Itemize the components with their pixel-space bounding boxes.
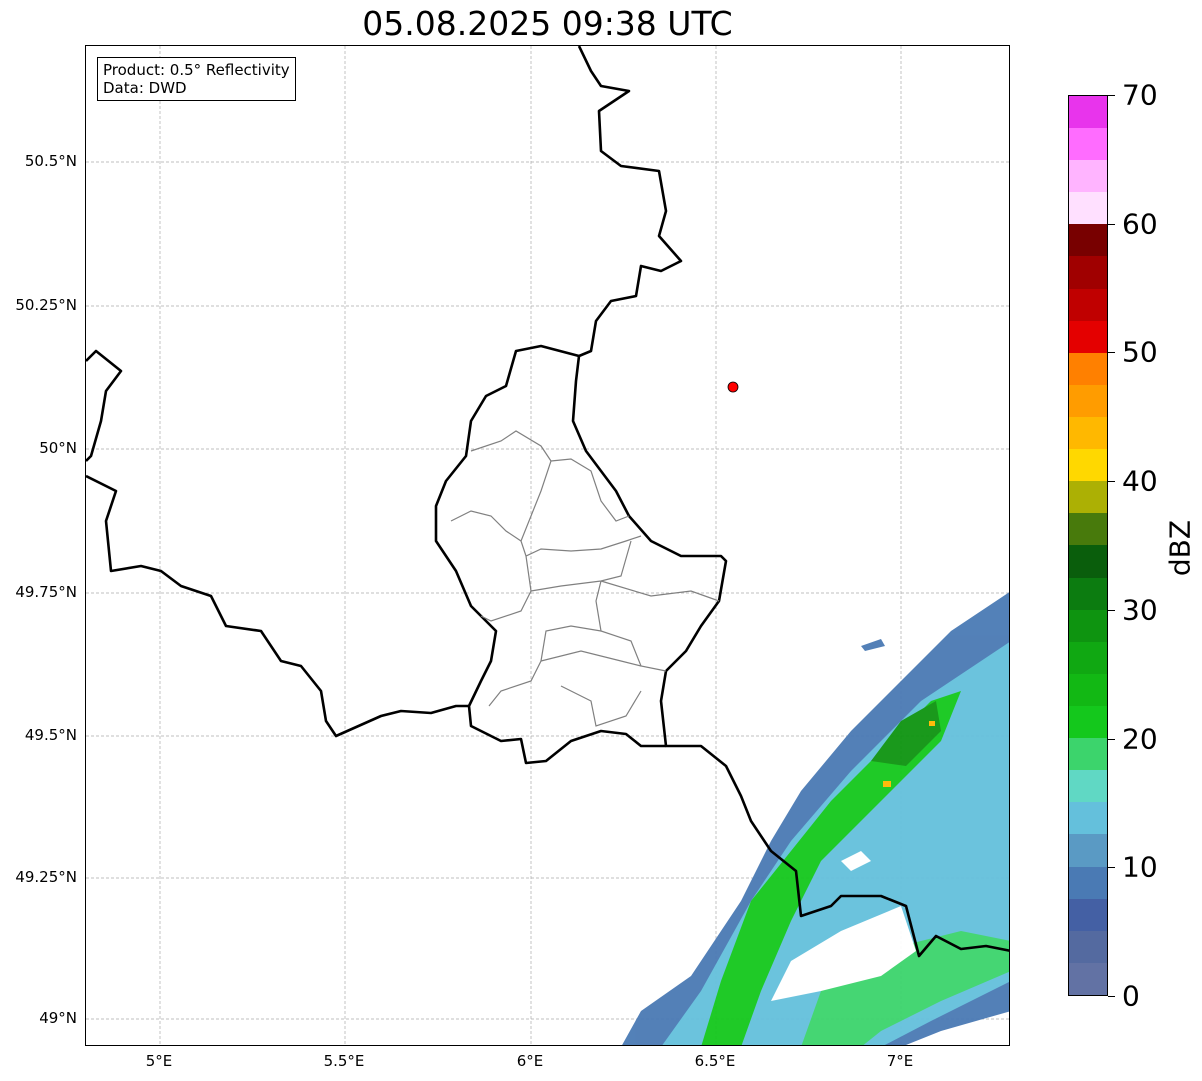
- colorbar-label: dBZ: [1163, 519, 1197, 577]
- colorbar-tick: [1108, 223, 1115, 225]
- lat-label: 49.75°N: [15, 583, 77, 601]
- colorbar-tick-label: 20: [1122, 722, 1158, 756]
- echo-green: [701, 691, 961, 1045]
- country-borders: [86, 46, 1009, 958]
- colorbar-segment: [1069, 962, 1107, 995]
- colorbar-segment: [1069, 224, 1107, 257]
- colorbar-segment: [1069, 866, 1107, 899]
- colorbar-tick: [1108, 352, 1115, 354]
- lat-label: 49.5°N: [24, 726, 77, 744]
- colorbar: [1068, 95, 1108, 996]
- lon-label: 6°E: [516, 1052, 544, 1070]
- echo-green-2: [801, 931, 1009, 1045]
- data-source-label: Data: DWD: [103, 79, 187, 97]
- colorbar-segment: [1069, 256, 1107, 289]
- colorbar-segment: [1069, 160, 1107, 193]
- info-box: Product: 0.5° Reflectivity Data: DWD: [97, 57, 296, 101]
- colorbar-tick: [1108, 609, 1115, 611]
- colorbar-segment: [1069, 481, 1107, 514]
- colorbar-segment: [1069, 545, 1107, 578]
- district-borders: [450, 430, 720, 727]
- radar-map[interactable]: [85, 45, 1010, 1046]
- colorbar-segment: [1069, 513, 1107, 546]
- colorbar-segment: [1069, 192, 1107, 225]
- lat-label: 50°N: [39, 439, 77, 457]
- colorbar-segment: [1069, 352, 1107, 385]
- colorbar-tick: [1108, 738, 1115, 740]
- colorbar-segment: [1069, 770, 1107, 803]
- colorbar-tick-label: 60: [1122, 207, 1158, 241]
- lat-label: 49°N: [39, 1009, 77, 1027]
- lat-label: 50.5°N: [24, 152, 77, 170]
- colorbar-tick: [1108, 481, 1115, 483]
- radar-site-marker: [727, 381, 739, 393]
- echo-gap-2: [841, 851, 871, 871]
- lat-label: 49.25°N: [15, 868, 77, 886]
- colorbar-segment: [1069, 320, 1107, 353]
- echo-small: [861, 639, 885, 651]
- colorbar-segment: [1069, 898, 1107, 931]
- lon-label: 7°E: [886, 1052, 914, 1070]
- colorbar-tick-label: 10: [1122, 850, 1158, 884]
- colorbar-segment: [1069, 449, 1107, 482]
- colorbar-segment: [1069, 577, 1107, 610]
- colorbar-segment: [1069, 738, 1107, 771]
- echo-yellow-2: [929, 721, 935, 726]
- colorbar-segment: [1069, 128, 1107, 161]
- colorbar-segment: [1069, 384, 1107, 418]
- map-title: 05.08.2025 09:38 UTC: [362, 4, 733, 43]
- map-canvas: [86, 46, 1009, 1045]
- colorbar-tick-label: 30: [1122, 593, 1158, 627]
- colorbar-segment: [1069, 417, 1107, 450]
- colorbar-tick-label: 0: [1122, 979, 1140, 1013]
- colorbar-segment: [1069, 673, 1107, 707]
- colorbar-tick-label: 40: [1122, 464, 1158, 498]
- colorbar-tick-label: 50: [1122, 335, 1158, 369]
- colorbar-segment: [1069, 706, 1107, 739]
- colorbar-tick: [1108, 95, 1115, 96]
- colorbar-segment: [1069, 609, 1107, 642]
- echo-dark: [871, 701, 941, 766]
- lon-label: 5.5°E: [323, 1052, 365, 1070]
- echo-gap: [771, 906, 916, 1001]
- lat-label: 50.25°N: [15, 296, 77, 314]
- colorbar-segment: [1069, 834, 1107, 867]
- lon-label: 6.5°E: [694, 1052, 736, 1070]
- lon-label: 5°E: [145, 1052, 173, 1070]
- colorbar-segment: [1069, 641, 1107, 674]
- gridlines: [86, 46, 1009, 1045]
- echo-yellow: [883, 781, 891, 787]
- colorbar-segment: [1069, 802, 1107, 835]
- colorbar-tick: [1108, 996, 1115, 997]
- colorbar-segment: [1069, 930, 1107, 963]
- colorbar-segment: [1069, 95, 1107, 129]
- product-label: Product: 0.5° Reflectivity: [103, 61, 290, 79]
- colorbar-tick-label: 70: [1122, 78, 1158, 112]
- colorbar-tick: [1108, 867, 1115, 869]
- colorbar-segment: [1069, 288, 1107, 321]
